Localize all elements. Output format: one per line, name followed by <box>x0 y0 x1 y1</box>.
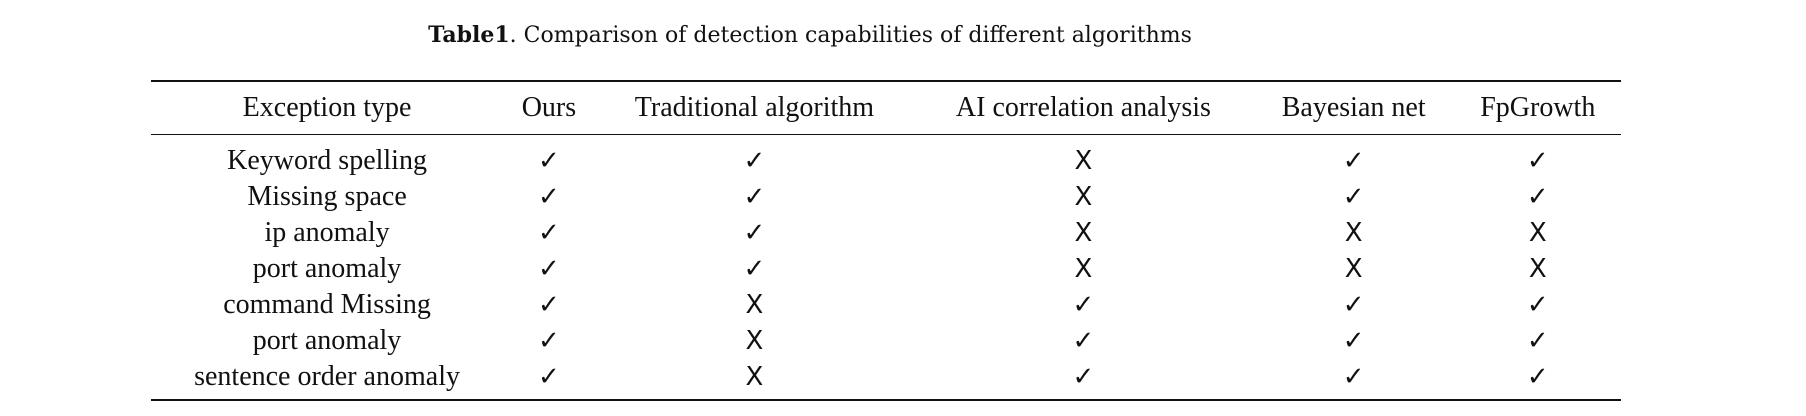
exception-type-cell: sentence order anomaly <box>194 361 460 392</box>
check-mark-icon: ✓ <box>743 146 766 176</box>
check-mark-icon: ✓ <box>743 254 766 284</box>
check-mark-icon: ✓ <box>503 323 595 359</box>
cross-mark-icon: X <box>1074 146 1093 176</box>
cross-mark-icon: X <box>1253 215 1455 251</box>
check-mark-icon: ✓ <box>1253 179 1455 215</box>
check-mark-icon: ✓ <box>1526 290 1549 320</box>
table-row: ip anomaly ✓ ✓ X X X <box>151 215 1621 251</box>
check-mark-icon: ✓ <box>1072 290 1095 320</box>
table-row: port anomaly ✓ X ✓ ✓ ✓ <box>151 323 1621 359</box>
check-mark-icon: ✓ <box>1455 179 1621 215</box>
check-mark-icon: ✓ <box>538 254 560 284</box>
cross-mark-icon: X <box>914 251 1253 287</box>
header-ai-correlation-analysis: AI correlation analysis <box>914 81 1253 135</box>
check-mark-icon: ✓ <box>595 179 914 215</box>
cross-mark-icon: X <box>595 359 914 400</box>
table-header: Exception type Ours Traditional algorith… <box>151 81 1621 135</box>
table-row: sentence order anomaly ✓ X ✓ ✓ ✓ <box>151 359 1621 400</box>
check-mark-icon: ✓ <box>1526 146 1549 176</box>
cross-mark-icon: X <box>1455 251 1621 287</box>
check-mark-icon: ✓ <box>538 362 560 392</box>
cross-mark-icon: X <box>1528 254 1547 284</box>
exception-type-cell: Keyword spelling <box>227 145 427 176</box>
cross-mark-icon: X <box>745 326 764 356</box>
cross-mark-icon: X <box>914 215 1253 251</box>
exception-type-cell: Missing space <box>247 181 407 212</box>
check-mark-icon: ✓ <box>1072 362 1095 392</box>
header-fpgrowth: FpGrowth <box>1454 81 1621 135</box>
header-exception-type: Exception type <box>151 81 504 135</box>
check-mark-icon: ✓ <box>743 182 766 212</box>
header-traditional-algorithm: Traditional algorithm <box>594 81 915 135</box>
caption-label: Table1 <box>428 22 510 48</box>
check-mark-icon: ✓ <box>1455 287 1621 323</box>
check-mark-icon: ✓ <box>595 135 914 180</box>
cross-mark-icon: X <box>1074 182 1093 212</box>
check-mark-icon: ✓ <box>1253 135 1455 180</box>
table-caption: Table1. Comparison of detection capabili… <box>0 20 1620 51</box>
check-mark-icon: ✓ <box>503 359 595 400</box>
cross-mark-icon: X <box>1344 254 1363 284</box>
check-mark-icon: ✓ <box>1526 362 1549 392</box>
cross-mark-icon: X <box>914 135 1253 180</box>
check-mark-icon: ✓ <box>1455 135 1621 180</box>
check-mark-icon: ✓ <box>1455 359 1621 400</box>
check-mark-icon: ✓ <box>743 218 766 248</box>
cross-mark-icon: X <box>1528 218 1547 248</box>
check-mark-icon: ✓ <box>503 215 595 251</box>
cross-mark-icon: X <box>914 179 1253 215</box>
exception-type-cell: command Missing <box>223 289 431 320</box>
check-mark-icon: ✓ <box>503 287 595 323</box>
check-mark-icon: ✓ <box>1253 287 1455 323</box>
cross-mark-icon: X <box>745 290 764 320</box>
header-bayesian-net: Bayesian net <box>1252 81 1455 135</box>
table-row: command Missing ✓ X ✓ ✓ ✓ <box>151 287 1621 323</box>
cross-mark-icon: X <box>595 287 914 323</box>
check-mark-icon: ✓ <box>1342 362 1365 392</box>
caption-text: . Comparison of detection capabilities o… <box>509 23 1192 48</box>
check-mark-icon: ✓ <box>595 215 914 251</box>
check-mark-icon: ✓ <box>503 179 595 215</box>
check-mark-icon: ✓ <box>914 359 1253 400</box>
exception-type-cell: port anomaly <box>252 325 402 356</box>
check-mark-icon: ✓ <box>1526 182 1549 212</box>
exception-type-cell: ip anomaly <box>264 217 390 248</box>
cross-mark-icon: X <box>1074 218 1093 248</box>
exception-type-cell: port anomaly <box>252 253 402 284</box>
check-mark-icon: ✓ <box>914 323 1253 359</box>
cross-mark-icon: X <box>745 362 764 392</box>
check-mark-icon: ✓ <box>503 135 595 180</box>
check-mark-icon: ✓ <box>538 182 560 212</box>
check-mark-icon: ✓ <box>1455 323 1621 359</box>
check-mark-icon: ✓ <box>1253 323 1455 359</box>
check-mark-icon: ✓ <box>1342 146 1365 176</box>
check-mark-icon: ✓ <box>1342 182 1365 212</box>
check-mark-icon: ✓ <box>1342 326 1365 356</box>
check-mark-icon: ✓ <box>538 290 560 320</box>
check-mark-icon: ✓ <box>538 146 560 176</box>
check-mark-icon: ✓ <box>503 251 595 287</box>
check-mark-icon: ✓ <box>914 287 1253 323</box>
cross-mark-icon: X <box>1344 218 1363 248</box>
check-mark-icon: ✓ <box>538 326 560 356</box>
table-body: Keyword spelling ✓ ✓ X ✓ ✓ Missing space ✓ ✓ X ✓ ✓ i… <box>151 135 1621 400</box>
table-row: Missing space ✓ ✓ X ✓ ✓ <box>151 179 1621 215</box>
check-mark-icon: ✓ <box>1526 326 1549 356</box>
table-row: port anomaly ✓ ✓ X X X <box>151 251 1621 287</box>
cross-mark-icon: X <box>1455 215 1621 251</box>
check-mark-icon: ✓ <box>1253 359 1455 400</box>
cross-mark-icon: X <box>595 323 914 359</box>
cross-mark-icon: X <box>1074 254 1093 284</box>
check-mark-icon: ✓ <box>1072 326 1095 356</box>
header-ours: Ours <box>503 81 595 135</box>
header-row: Exception type Ours Traditional algorith… <box>151 81 1621 135</box>
check-mark-icon: ✓ <box>1342 290 1365 320</box>
check-mark-icon: ✓ <box>595 251 914 287</box>
cross-mark-icon: X <box>1253 251 1455 287</box>
check-mark-icon: ✓ <box>538 218 560 248</box>
comparison-table: Exception type Ours Traditional algorith… <box>151 80 1621 401</box>
table-row: Keyword spelling ✓ ✓ X ✓ ✓ <box>151 135 1621 180</box>
